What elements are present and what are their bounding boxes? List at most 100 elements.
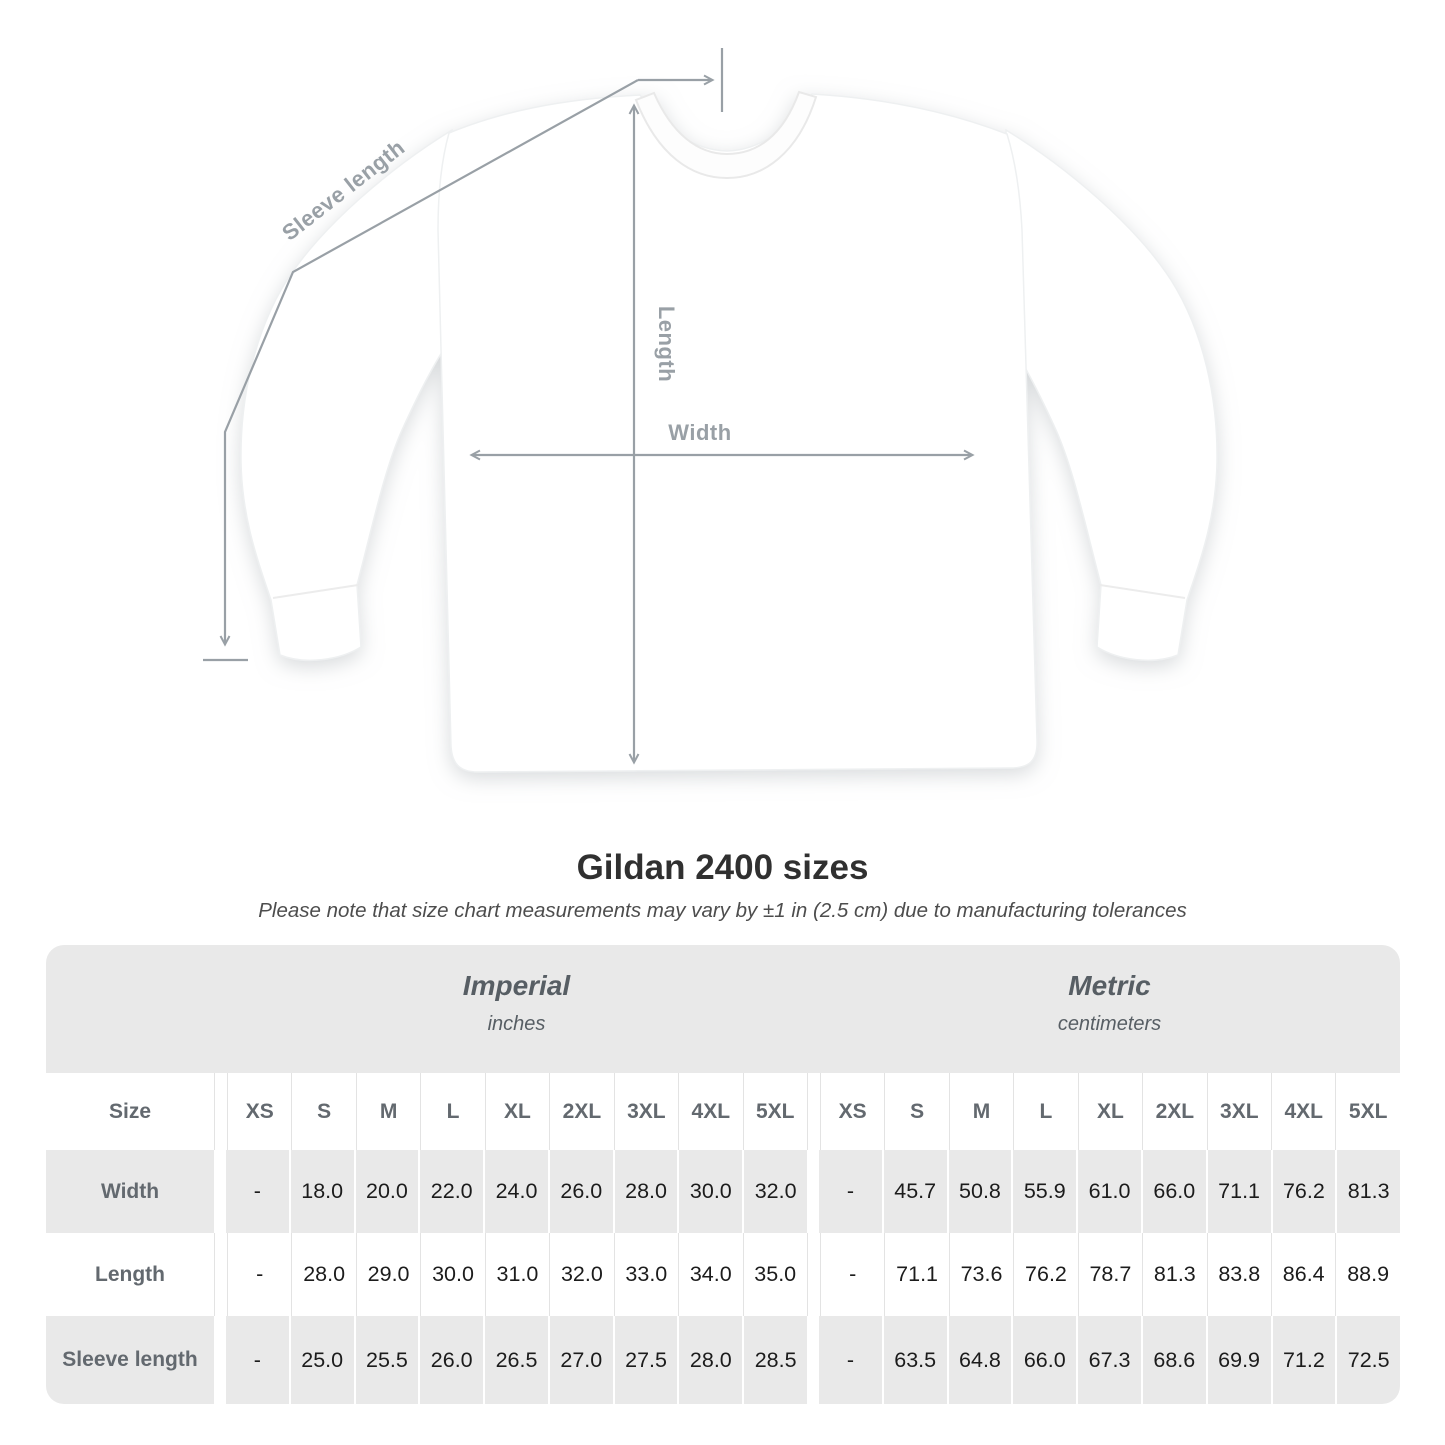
sleeve-imperial-2xl: 27.0 bbox=[547, 1316, 613, 1404]
row-label-sleeve-length: Sleeve length bbox=[46, 1316, 214, 1404]
sleeve-imperial-s: 25.0 bbox=[288, 1316, 354, 1404]
table-row-length: Length - 28.0 29.0 30.0 31.0 32.0 33.0 3… bbox=[46, 1233, 1400, 1316]
length-imperial-m: 29.0 bbox=[355, 1233, 420, 1316]
size-header-row: Size XS S M L XL 2XL 3XL 4XL 5XL XS S M … bbox=[46, 1073, 1400, 1150]
length-metric-4xl: 86.4 bbox=[1271, 1233, 1335, 1316]
length-imperial-5xl: 35.0 bbox=[742, 1233, 807, 1316]
size-col-imperial-xl: XL bbox=[484, 1073, 549, 1150]
unit-header-band: Imperial inches Metric centimeters bbox=[46, 945, 1400, 1073]
sleeve-metric-m: 64.8 bbox=[946, 1316, 1012, 1404]
width-metric-l: 55.9 bbox=[1011, 1150, 1077, 1233]
size-col-metric-2xl: 2XL bbox=[1142, 1073, 1206, 1150]
size-col-imperial-m: M bbox=[355, 1073, 420, 1150]
width-metric-2xl: 66.0 bbox=[1140, 1150, 1206, 1233]
sleeve-imperial-l: 26.0 bbox=[418, 1316, 484, 1404]
length-metric-s: 71.1 bbox=[884, 1233, 948, 1316]
length-metric-xs: - bbox=[849, 1262, 857, 1286]
size-col-metric-l: L bbox=[1013, 1073, 1077, 1150]
imperial-name: Imperial bbox=[462, 970, 571, 1001]
width-metric-xs: - bbox=[819, 1150, 882, 1233]
right-cuff-seam bbox=[1099, 584, 1186, 599]
metric-header: Metric centimeters bbox=[819, 945, 1400, 1073]
sleeve-imperial-m: 25.5 bbox=[353, 1316, 419, 1404]
sleeve-metric-3xl: 69.9 bbox=[1205, 1316, 1271, 1404]
size-col-metric-4xl: 4XL bbox=[1271, 1073, 1335, 1150]
sleeve-imperial-4xl: 28.0 bbox=[677, 1316, 743, 1404]
width-metric-5xl: 81.3 bbox=[1335, 1150, 1400, 1233]
column-gap bbox=[214, 1233, 228, 1316]
sleeve-length-arrow bbox=[219, 79, 639, 647]
column-gap bbox=[214, 1150, 226, 1233]
table-row-sleeve-length: Sleeve length - 25.0 25.5 26.0 26.5 27.0… bbox=[46, 1316, 1400, 1404]
size-col-imperial-s: S bbox=[291, 1073, 355, 1150]
left-cuff-seam bbox=[272, 584, 359, 599]
size-col-metric-3xl: 3XL bbox=[1206, 1073, 1271, 1150]
sleeve-metric-l: 66.0 bbox=[1011, 1316, 1077, 1404]
imperial-unit: inches bbox=[487, 1013, 546, 1035]
unit-band-gap bbox=[807, 945, 819, 1073]
page-title: Gildan 2400 sizes bbox=[576, 848, 869, 887]
shirt-collar bbox=[634, 90, 818, 180]
length-metric-5xl: 88.9 bbox=[1335, 1233, 1399, 1316]
size-col-imperial-l: L bbox=[420, 1073, 484, 1150]
shirt-illustration bbox=[240, 90, 1218, 773]
length-imperial-l: 30.0 bbox=[420, 1233, 484, 1316]
width-imperial-4xl: 30.0 bbox=[677, 1150, 743, 1233]
size-col-metric-5xl: 5XL bbox=[1335, 1073, 1399, 1150]
sleeve-imperial-xl: 26.5 bbox=[483, 1316, 548, 1404]
sleeve-metric-4xl: 71.2 bbox=[1270, 1316, 1336, 1404]
size-col-imperial-xs: XS bbox=[245, 1099, 274, 1123]
size-col-imperial-4xl: 4XL bbox=[678, 1073, 742, 1150]
length-metric-2xl: 81.3 bbox=[1142, 1233, 1206, 1316]
shirt-body bbox=[437, 93, 1038, 773]
width-imperial-l: 22.0 bbox=[418, 1150, 484, 1233]
size-table: Imperial inches Metric centimeters Size … bbox=[46, 945, 1400, 1404]
sleeve-imperial-5xl: 28.5 bbox=[742, 1316, 808, 1404]
width-imperial-3xl: 28.0 bbox=[612, 1150, 678, 1233]
size-col-metric-s: S bbox=[884, 1073, 948, 1150]
length-metric-m: 73.6 bbox=[948, 1233, 1013, 1316]
length-imperial-xl: 31.0 bbox=[484, 1233, 549, 1316]
width-metric-s: 45.7 bbox=[881, 1150, 947, 1233]
column-gap bbox=[214, 1073, 228, 1150]
size-col-metric-xs: XS bbox=[838, 1099, 867, 1123]
sleeve-imperial-3xl: 27.5 bbox=[612, 1316, 678, 1404]
length-imperial-2xl: 32.0 bbox=[549, 1233, 613, 1316]
table-row-width: Width - 18.0 20.0 22.0 24.0 26.0 28.0 30… bbox=[46, 1150, 1400, 1233]
shirt-measurement-diagram: Sleeve length Length Width bbox=[203, 48, 1218, 773]
size-col-imperial-5xl: 5XL bbox=[742, 1073, 807, 1150]
sleeve-metric-s: 63.5 bbox=[881, 1316, 947, 1404]
unit-band-spacer bbox=[46, 945, 226, 1073]
length-metric-l: 76.2 bbox=[1013, 1233, 1077, 1316]
width-metric-xl: 61.0 bbox=[1076, 1150, 1141, 1233]
width-imperial-s: 18.0 bbox=[288, 1150, 354, 1233]
metric-unit: centimeters bbox=[1057, 1013, 1162, 1035]
column-gap bbox=[806, 1073, 821, 1150]
width-imperial-5xl: 32.0 bbox=[742, 1150, 808, 1233]
width-imperial-2xl: 26.0 bbox=[547, 1150, 613, 1233]
width-metric-3xl: 71.1 bbox=[1205, 1150, 1271, 1233]
length-metric-xl: 78.7 bbox=[1077, 1233, 1142, 1316]
sleeve-metric-5xl: 72.5 bbox=[1335, 1316, 1400, 1404]
length-imperial-s: 28.0 bbox=[291, 1233, 355, 1316]
length-metric-3xl: 83.8 bbox=[1206, 1233, 1271, 1316]
length-imperial-4xl: 34.0 bbox=[678, 1233, 742, 1316]
column-gap bbox=[807, 1150, 819, 1233]
length-label: Length bbox=[654, 306, 679, 382]
width-label: Width bbox=[668, 420, 731, 445]
shirt-left-sleeve bbox=[240, 128, 461, 661]
size-col-metric-m: M bbox=[948, 1073, 1013, 1150]
width-imperial-xl: 24.0 bbox=[483, 1150, 548, 1233]
width-imperial-xs: - bbox=[226, 1150, 289, 1233]
length-imperial-3xl: 33.0 bbox=[613, 1233, 678, 1316]
tolerance-note: Please note that size chart measurements… bbox=[258, 899, 1187, 922]
row-label-width: Width bbox=[46, 1150, 214, 1233]
sleeve-metric-xs: - bbox=[819, 1316, 882, 1404]
column-gap bbox=[806, 1233, 821, 1316]
imperial-header: Imperial inches bbox=[226, 945, 807, 1073]
width-metric-4xl: 76.2 bbox=[1270, 1150, 1336, 1233]
width-metric-m: 50.8 bbox=[946, 1150, 1012, 1233]
size-col-imperial-2xl: 2XL bbox=[549, 1073, 613, 1150]
measurement-annotations bbox=[203, 48, 975, 765]
